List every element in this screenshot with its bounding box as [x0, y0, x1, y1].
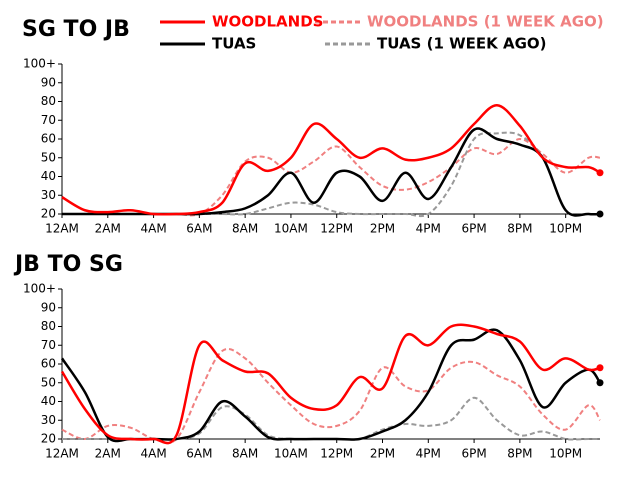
y-tick-label: 30 — [41, 188, 56, 202]
x-tick-label: 8AM — [232, 447, 258, 461]
end-dot — [596, 379, 604, 387]
end-dot — [596, 169, 604, 177]
y-tick-label: 80 — [41, 94, 56, 108]
x-tick-label: 2AM — [95, 222, 121, 236]
x-tick-label: 2AM — [95, 447, 121, 461]
y-tick-label: 40 — [41, 394, 56, 408]
x-tick-label: 6AM — [186, 222, 212, 236]
x-tick-label: 8PM — [507, 222, 532, 236]
y-tick-label: 30 — [41, 413, 56, 427]
x-tick-label: 6PM — [461, 222, 486, 236]
x-tick-label: 8AM — [232, 222, 258, 236]
series-line — [61, 347, 601, 444]
y-tick-label: 50 — [41, 150, 56, 164]
end-dot — [596, 364, 604, 372]
y-tick-label: 60 — [41, 132, 56, 146]
y-tick-label: 90 — [41, 300, 56, 314]
y-tick-label: 80 — [41, 319, 56, 333]
y-tick-label: 20 — [41, 432, 56, 446]
y-tick-label: 100+ — [23, 57, 56, 71]
end-dot — [596, 210, 604, 218]
x-tick-label: 6AM — [186, 447, 212, 461]
series-line — [61, 104, 601, 216]
x-tick-label: 12AM — [45, 222, 79, 236]
y-tick-label: 60 — [41, 357, 56, 371]
x-tick-label: 12PM — [320, 447, 353, 461]
x-tick-label: 12AM — [45, 447, 79, 461]
chart-title: JB TO SG — [13, 252, 123, 277]
x-tick-label: 8PM — [507, 447, 532, 461]
legend-label: WOODLANDS — [212, 13, 323, 31]
x-tick-label: 10PM — [549, 447, 582, 461]
y-tick-label: 20 — [41, 207, 56, 221]
series-line — [60, 323, 601, 445]
x-tick-label: 4PM — [416, 222, 441, 236]
x-tick-label: 4AM — [140, 222, 166, 236]
chart-title: SG TO JB — [22, 17, 130, 42]
x-tick-label: 10PM — [549, 222, 582, 236]
x-tick-label: 2PM — [370, 447, 395, 461]
y-tick-label: 70 — [41, 113, 56, 127]
y-tick-label: 70 — [41, 338, 56, 352]
legend-label: TUAS — [212, 35, 256, 53]
y-tick-label: 90 — [41, 75, 56, 89]
x-tick-label: 4PM — [416, 447, 441, 461]
y-tick-label: 50 — [41, 375, 56, 389]
legend-label: TUAS (1 WEEK AGO) — [377, 35, 547, 53]
x-tick-label: 6PM — [461, 447, 486, 461]
x-tick-label: 2PM — [370, 222, 395, 236]
legend-label: WOODLANDS (1 WEEK AGO) — [367, 13, 604, 31]
x-tick-label: 4AM — [140, 447, 166, 461]
y-tick-label: 40 — [41, 169, 56, 183]
series-line — [62, 127, 601, 217]
y-tick-label: 100+ — [23, 282, 56, 296]
series-line — [62, 137, 601, 217]
x-tick-label: 10AM — [274, 447, 308, 461]
x-tick-label: 12PM — [320, 222, 353, 236]
x-tick-label: 10AM — [274, 222, 308, 236]
